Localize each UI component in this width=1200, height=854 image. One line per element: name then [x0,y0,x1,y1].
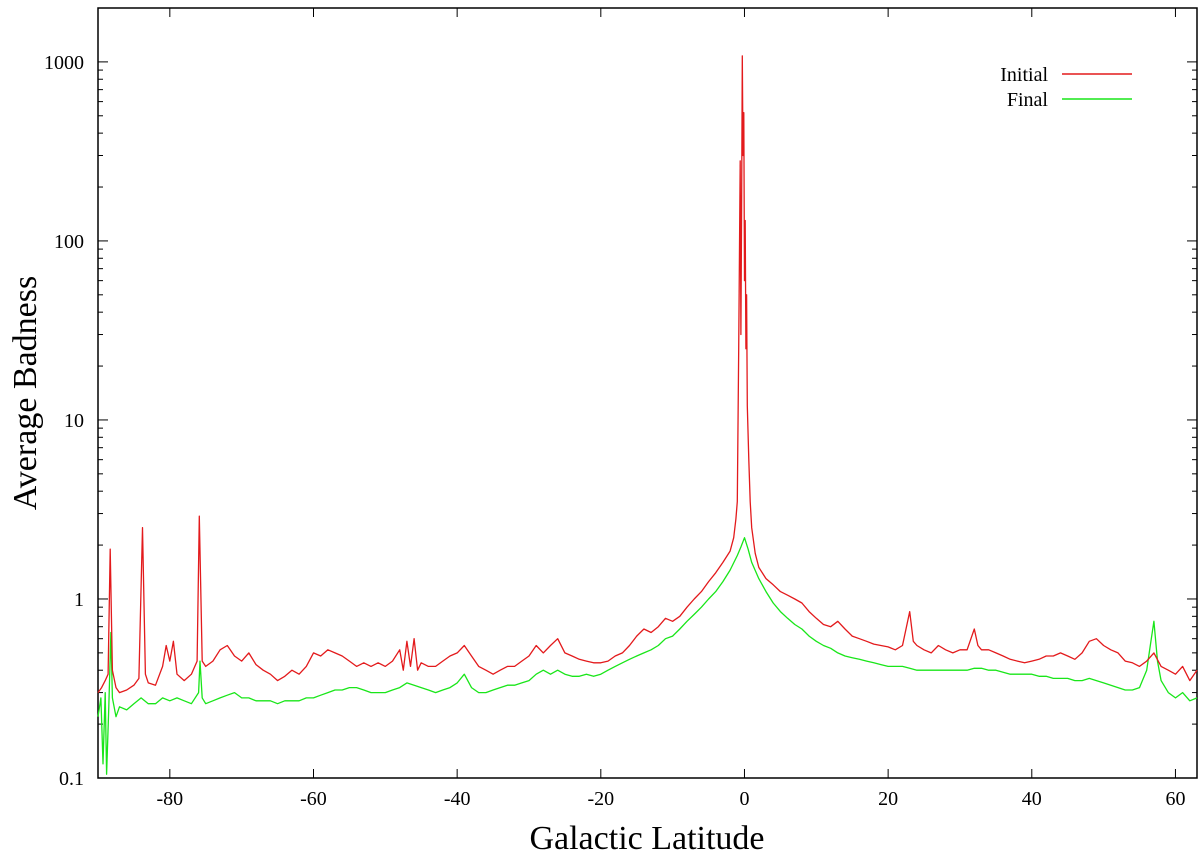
x-tick-label: 20 [878,788,898,810]
y-tick-label: 10 [64,410,84,432]
x-tick-label: 40 [1022,788,1042,810]
x-tick-label: -40 [444,788,471,810]
x-tick-label: 60 [1165,788,1185,810]
x-axis-ticks: -80 -60 -40 -20 0 20 40 60 [156,8,1185,810]
series-layer [97,55,1198,775]
plot-area [97,7,1198,779]
x-tick-label: 0 [739,788,749,810]
x-axis-label: Galactic Latitude [529,820,764,854]
y-tick-label: 0.1 [59,768,84,790]
y-axis-ticks: 0.1 1 10 100 1000 [44,7,1197,790]
series-line-final [97,537,1198,775]
y-axis-label: Average Badness [7,276,44,510]
x-tick-label: -60 [300,788,327,810]
legend-label-initial: Initial [1000,64,1048,86]
y-tick-label: 1 [74,589,84,611]
y-tick-label: 1000 [44,52,84,74]
series-line-initial [97,55,1198,694]
x-tick-label: -80 [156,788,183,810]
legend-label-final: Final [1007,89,1049,111]
legend: Initial Final [1000,64,1132,111]
x-tick-label: -20 [587,788,614,810]
y-tick-label: 100 [54,231,84,253]
